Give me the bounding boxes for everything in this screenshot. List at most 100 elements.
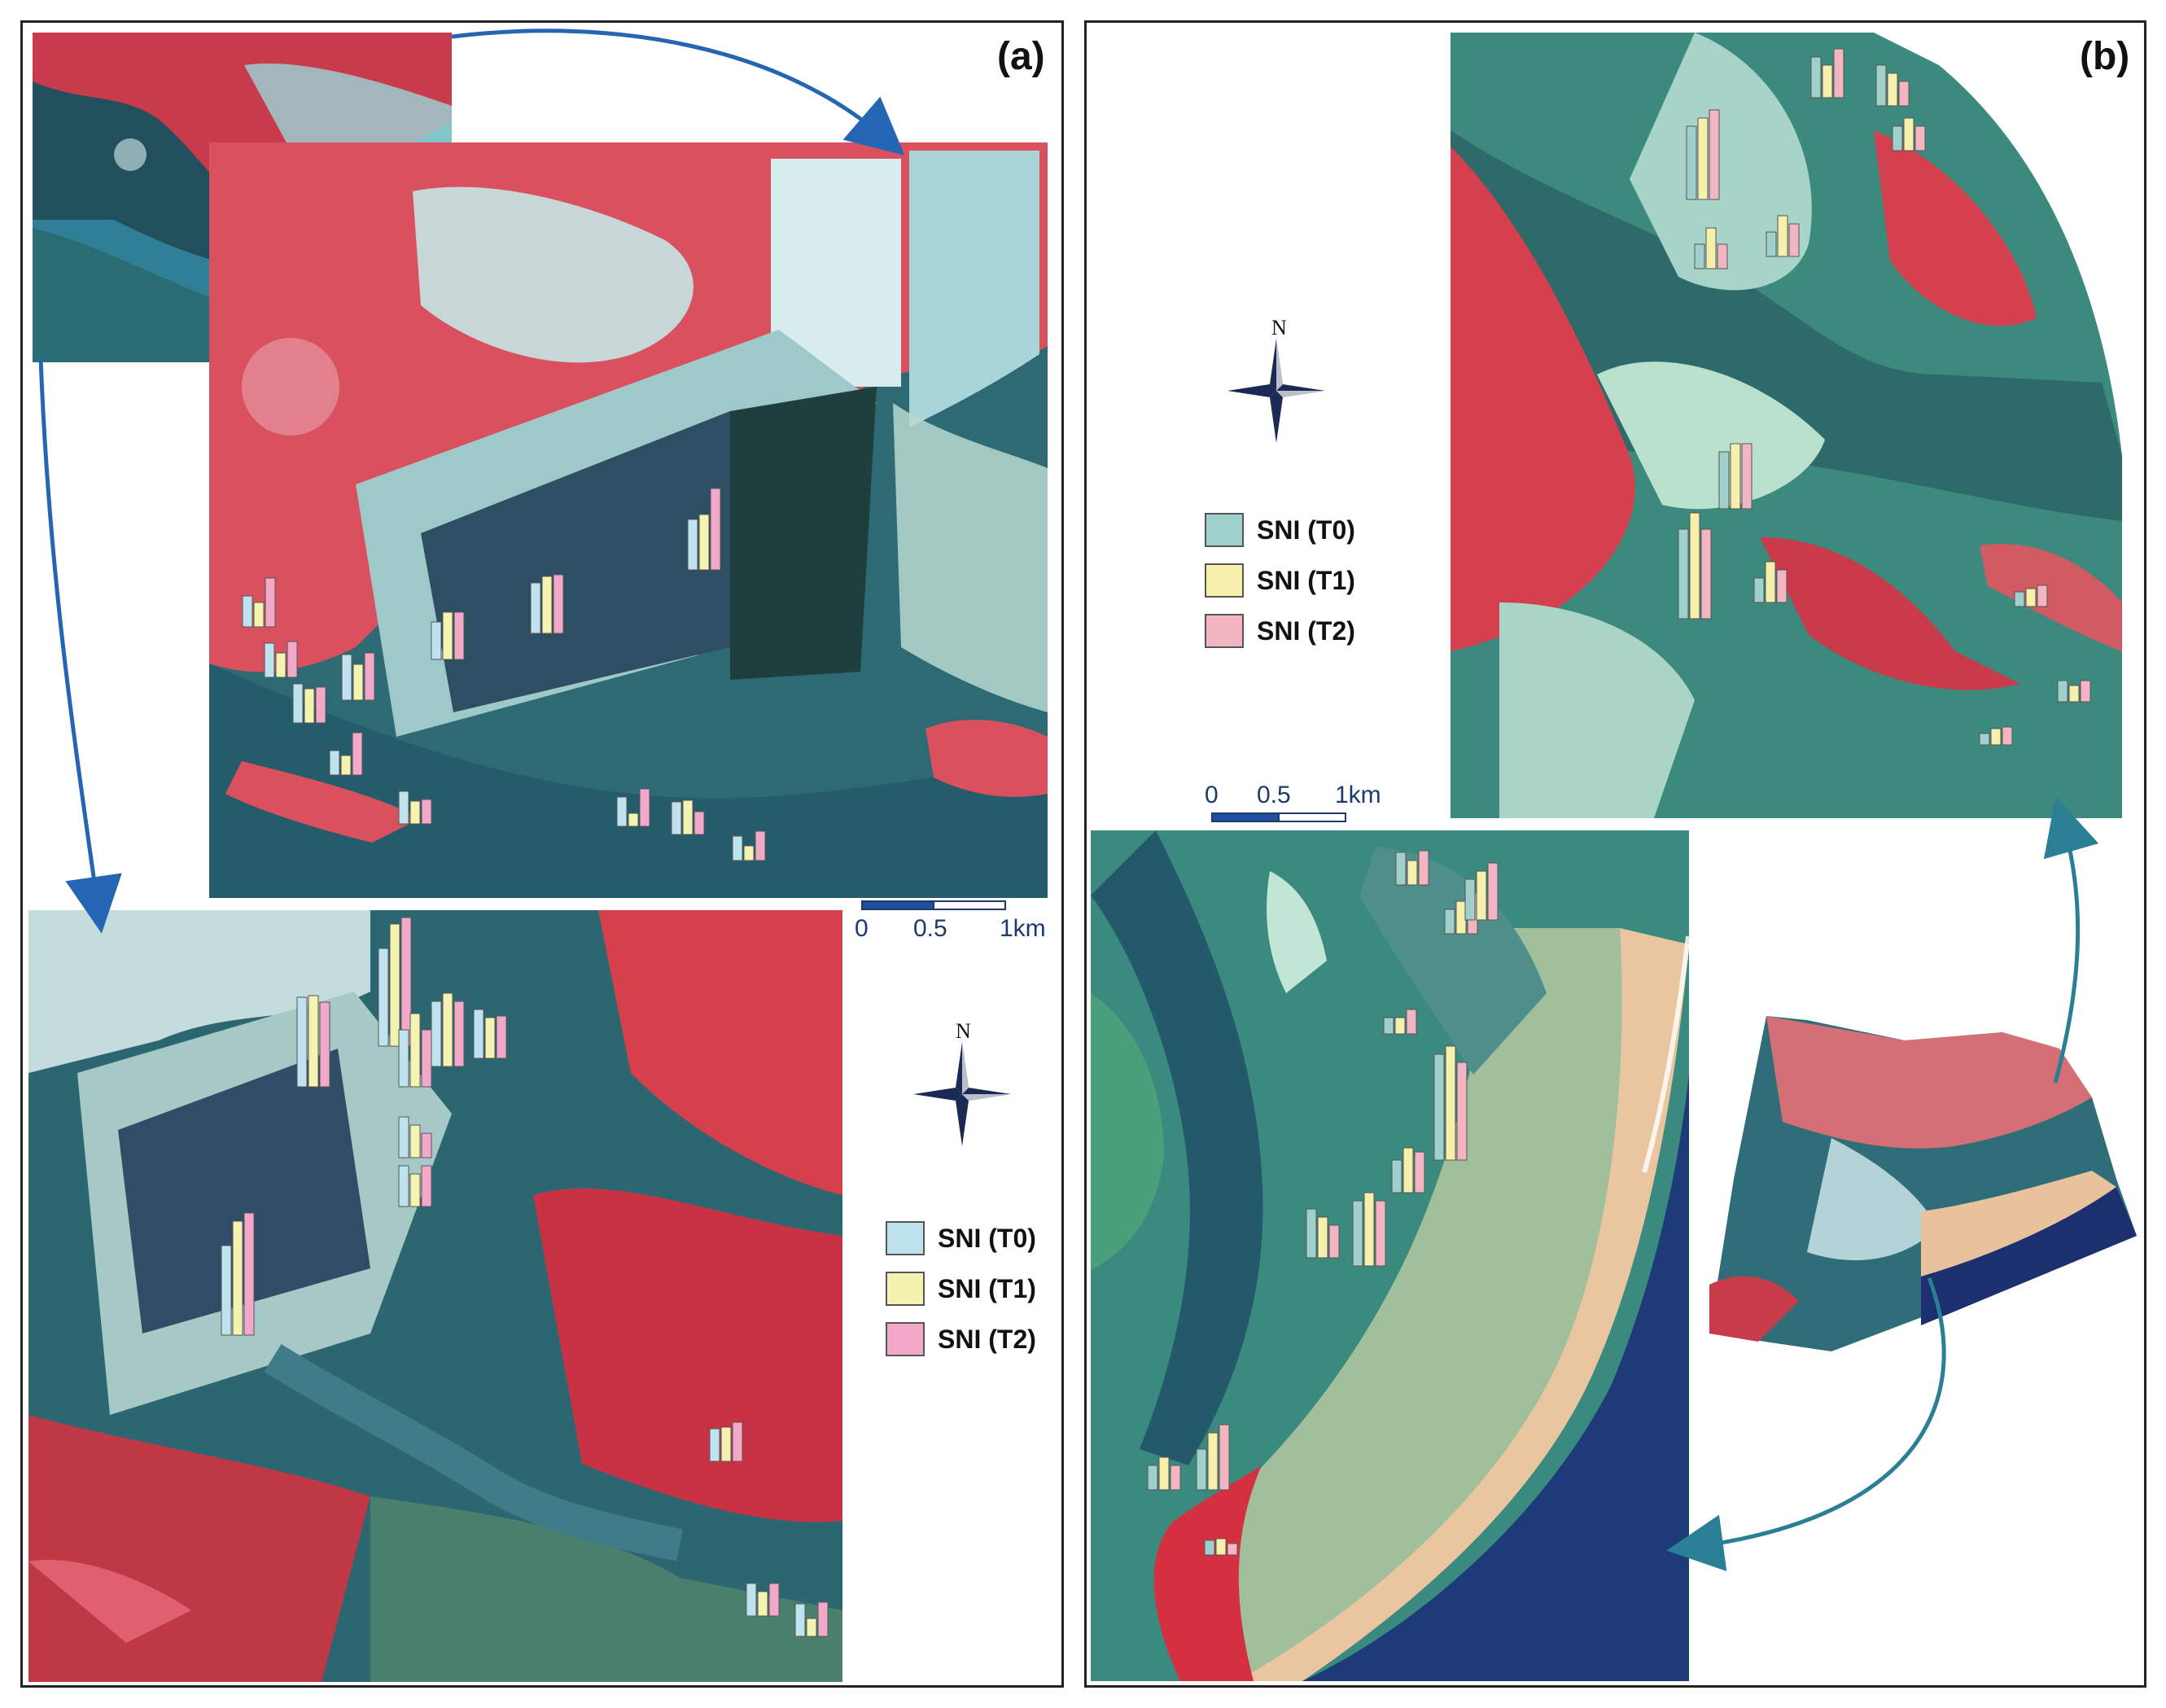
sni-bar-t1 (1158, 1456, 1170, 1491)
sni-bar-t1 (1445, 1045, 1456, 1161)
sni-bar-t2 (1375, 1200, 1386, 1267)
sni-bar-t0 (1810, 56, 1822, 99)
sni-bar-t0 (1196, 1448, 1207, 1491)
sni-bar-t1 (1765, 561, 1776, 603)
sni-bar-t1 (682, 799, 694, 835)
arrow-a-to-lower (38, 357, 122, 934)
legend-b-item-t2: SNI (T2) (1205, 606, 1355, 656)
sni-bar-t0 (398, 790, 409, 825)
panel-b-lower-image (1091, 830, 1689, 1681)
sni-bar-glyph (398, 1013, 432, 1088)
sni-bar-t0 (431, 621, 442, 660)
sni-bar-t0 (671, 801, 682, 835)
sni-bar-t1 (628, 812, 639, 827)
sni-bar-glyph (221, 1212, 255, 1336)
sni-bar-t0 (616, 796, 628, 827)
sni-bar-t2 (1219, 1424, 1230, 1491)
sni-bar-t0 (1678, 528, 1689, 620)
sni-bar-glyph (2057, 680, 2091, 703)
sni-bar-glyph (341, 652, 375, 701)
sni-bar-t0 (264, 642, 275, 678)
legend-b-swatch-t2 (1205, 614, 1244, 648)
sni-bar-t2 (265, 577, 276, 628)
sni-bar-t1 (1455, 900, 1467, 935)
sni-bar-t1 (1697, 117, 1709, 200)
sni-bar-t2 (694, 811, 705, 835)
sni-bar-glyph (473, 1009, 507, 1059)
sni-bar-t0 (398, 1165, 409, 1207)
sni-bar-t1 (1903, 117, 1914, 151)
legend-a-label-t0: SNI (T0) (938, 1223, 1036, 1253)
sni-bar-t2 (1741, 443, 1752, 510)
sni-bar-t0 (341, 654, 352, 701)
legend-a-swatch-t0 (886, 1221, 925, 1255)
sni-bar-t2 (2002, 726, 2013, 746)
sni-bar-t0 (398, 1029, 409, 1088)
legend-a-swatch-t2 (886, 1322, 925, 1356)
sni-bar-t2 (553, 574, 564, 634)
sni-bar-glyph (794, 1601, 829, 1637)
sni-bar-t2 (2080, 680, 2091, 703)
legend-b-label-t2: SNI (T2) (1257, 615, 1355, 646)
sni-bar-t0 (378, 948, 389, 1047)
sni-bar-t2 (755, 830, 766, 861)
sni-bar-glyph (242, 577, 276, 628)
panel-b-upper-image (1451, 33, 2122, 818)
sni-bar-glyph (1979, 726, 2013, 746)
sni-bar-t2 (1776, 569, 1787, 603)
sni-bar-glyph (1875, 64, 1910, 107)
sni-bar-t2 (453, 611, 465, 660)
scale-a-tick-05: 0.5 (913, 915, 947, 942)
sni-bar-t2 (1700, 528, 1712, 620)
sni-bar-t1 (340, 755, 352, 776)
sni-bar-t2 (1487, 862, 1499, 921)
sni-bar-t2 (732, 1421, 743, 1462)
sni-bar-glyph (1391, 1147, 1425, 1193)
sni-bar-t1 (1689, 512, 1700, 620)
sni-bar-t1 (541, 576, 553, 634)
sni-bar-t1 (304, 688, 315, 724)
sni-bar-glyph (398, 1165, 432, 1207)
sni-bar-t0 (329, 750, 340, 776)
sni-bar-t1 (442, 611, 453, 660)
sni-bar-t0 (732, 835, 743, 861)
scale-bar-b-dark (1211, 812, 1280, 822)
sni-bar-t1 (253, 602, 265, 628)
sni-bar-t0 (1464, 878, 1476, 921)
scale-a-tick-0: 0 (855, 915, 869, 942)
sni-bar-glyph (1395, 850, 1429, 886)
sni-bar-t2 (319, 1001, 330, 1088)
sni-bar-t1 (698, 514, 710, 571)
sni-bar-t0 (1352, 1200, 1363, 1267)
sni-bar-glyph (1892, 117, 1926, 151)
sni-bar-t2 (1328, 1224, 1340, 1259)
sni-bar-t1 (2068, 685, 2080, 703)
sni-bar-glyph (2014, 585, 2048, 607)
sni-bar-t0 (1444, 909, 1455, 935)
arrow-b-to-upper (2043, 796, 2099, 1084)
scale-bar-b: 0 0.5 1km (1205, 782, 1381, 830)
sni-bar-glyph (1433, 1045, 1468, 1161)
sni-bar-t2 (1898, 81, 1910, 107)
sni-bar-t2 (1170, 1465, 1181, 1491)
scale-a-tick-1km: 1km (1000, 915, 1046, 942)
sni-bar-t0 (746, 1583, 757, 1617)
sni-bar-t0 (1875, 64, 1887, 107)
sni-bar-glyph (1306, 1208, 1340, 1259)
sni-bar-t2 (287, 641, 298, 678)
sni-bar-t0 (794, 1603, 806, 1637)
sni-bar-t2 (639, 788, 650, 827)
compass-icon (1227, 339, 1325, 443)
sni-bar-glyph (1352, 1192, 1386, 1267)
sni-bar-t0 (1383, 1017, 1394, 1035)
sni-bar-t2 (421, 1029, 432, 1088)
legend-a-item-t0: SNI (T0) (886, 1213, 1036, 1263)
panel-a-label: (a) (997, 35, 1045, 78)
sni-bar-t1 (1407, 860, 1418, 886)
legend-b: SNI (T0) SNI (T1) SNI (T2) (1205, 505, 1355, 656)
sni-bar-glyph (1686, 109, 1720, 200)
legend-a-swatch-t1 (886, 1272, 925, 1306)
sni-bar-t0 (1306, 1208, 1317, 1259)
legend-a-item-t1: SNI (T1) (886, 1263, 1036, 1314)
sni-bar-t2 (421, 1132, 432, 1158)
